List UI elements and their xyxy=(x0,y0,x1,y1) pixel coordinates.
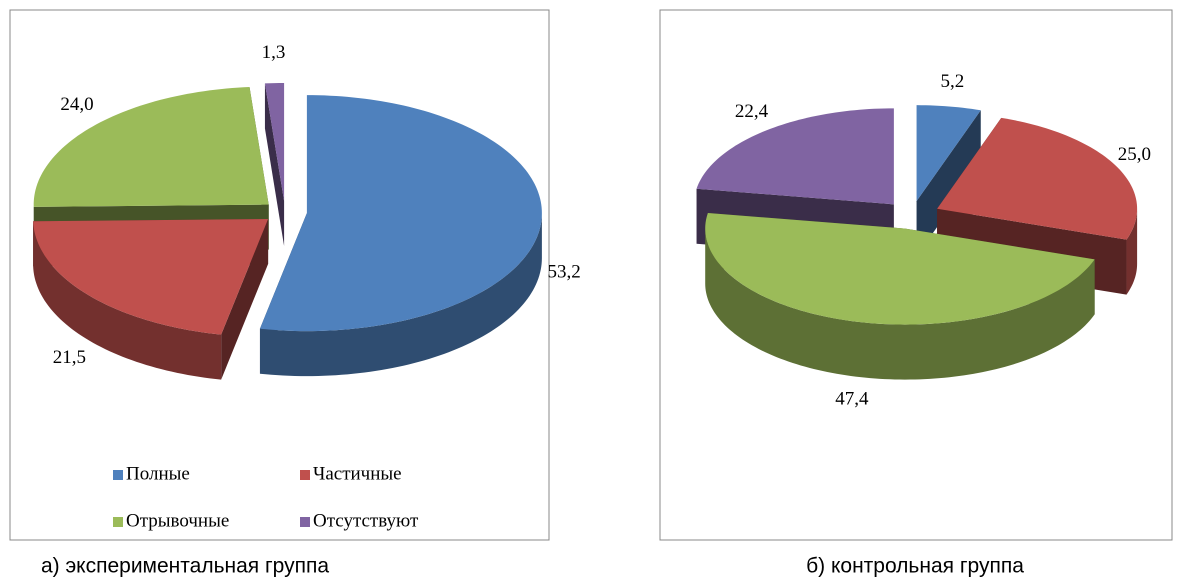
slice xyxy=(33,87,269,207)
legend-label: Частичные xyxy=(313,463,402,484)
data-label: 24,0 xyxy=(60,94,93,115)
slice xyxy=(916,105,981,202)
slice-side xyxy=(33,221,222,380)
slice xyxy=(259,95,542,332)
legend-label: Полные xyxy=(126,463,190,484)
slice xyxy=(705,212,1095,325)
legend-label: Отсутствуют xyxy=(313,510,419,531)
data-label: 47,4 xyxy=(835,388,869,409)
data-label: 53,2 xyxy=(547,261,580,282)
data-label: 5,2 xyxy=(940,71,964,92)
slice-cut xyxy=(264,83,285,247)
data-label: 1,3 xyxy=(262,42,286,63)
slice-side xyxy=(259,213,542,377)
data-label: 25,0 xyxy=(1118,144,1151,165)
data-label: 22,4 xyxy=(735,101,769,122)
legend-swatch xyxy=(113,470,123,480)
slice xyxy=(264,83,285,202)
legend-swatch xyxy=(300,470,310,480)
slice xyxy=(696,108,894,205)
slice-side xyxy=(705,228,1095,380)
slice xyxy=(33,219,269,335)
legend-label: Отрывочные xyxy=(126,510,229,531)
slice-cut xyxy=(916,110,981,257)
chart-caption: б) контрольная группа xyxy=(806,555,1024,578)
legend-swatch xyxy=(300,517,310,527)
legend-swatch xyxy=(113,517,123,527)
chart-caption: а) экспериментальная группа xyxy=(41,555,329,578)
slice-side xyxy=(1126,208,1138,295)
slice xyxy=(937,117,1138,240)
data-label: 21,5 xyxy=(53,347,86,368)
